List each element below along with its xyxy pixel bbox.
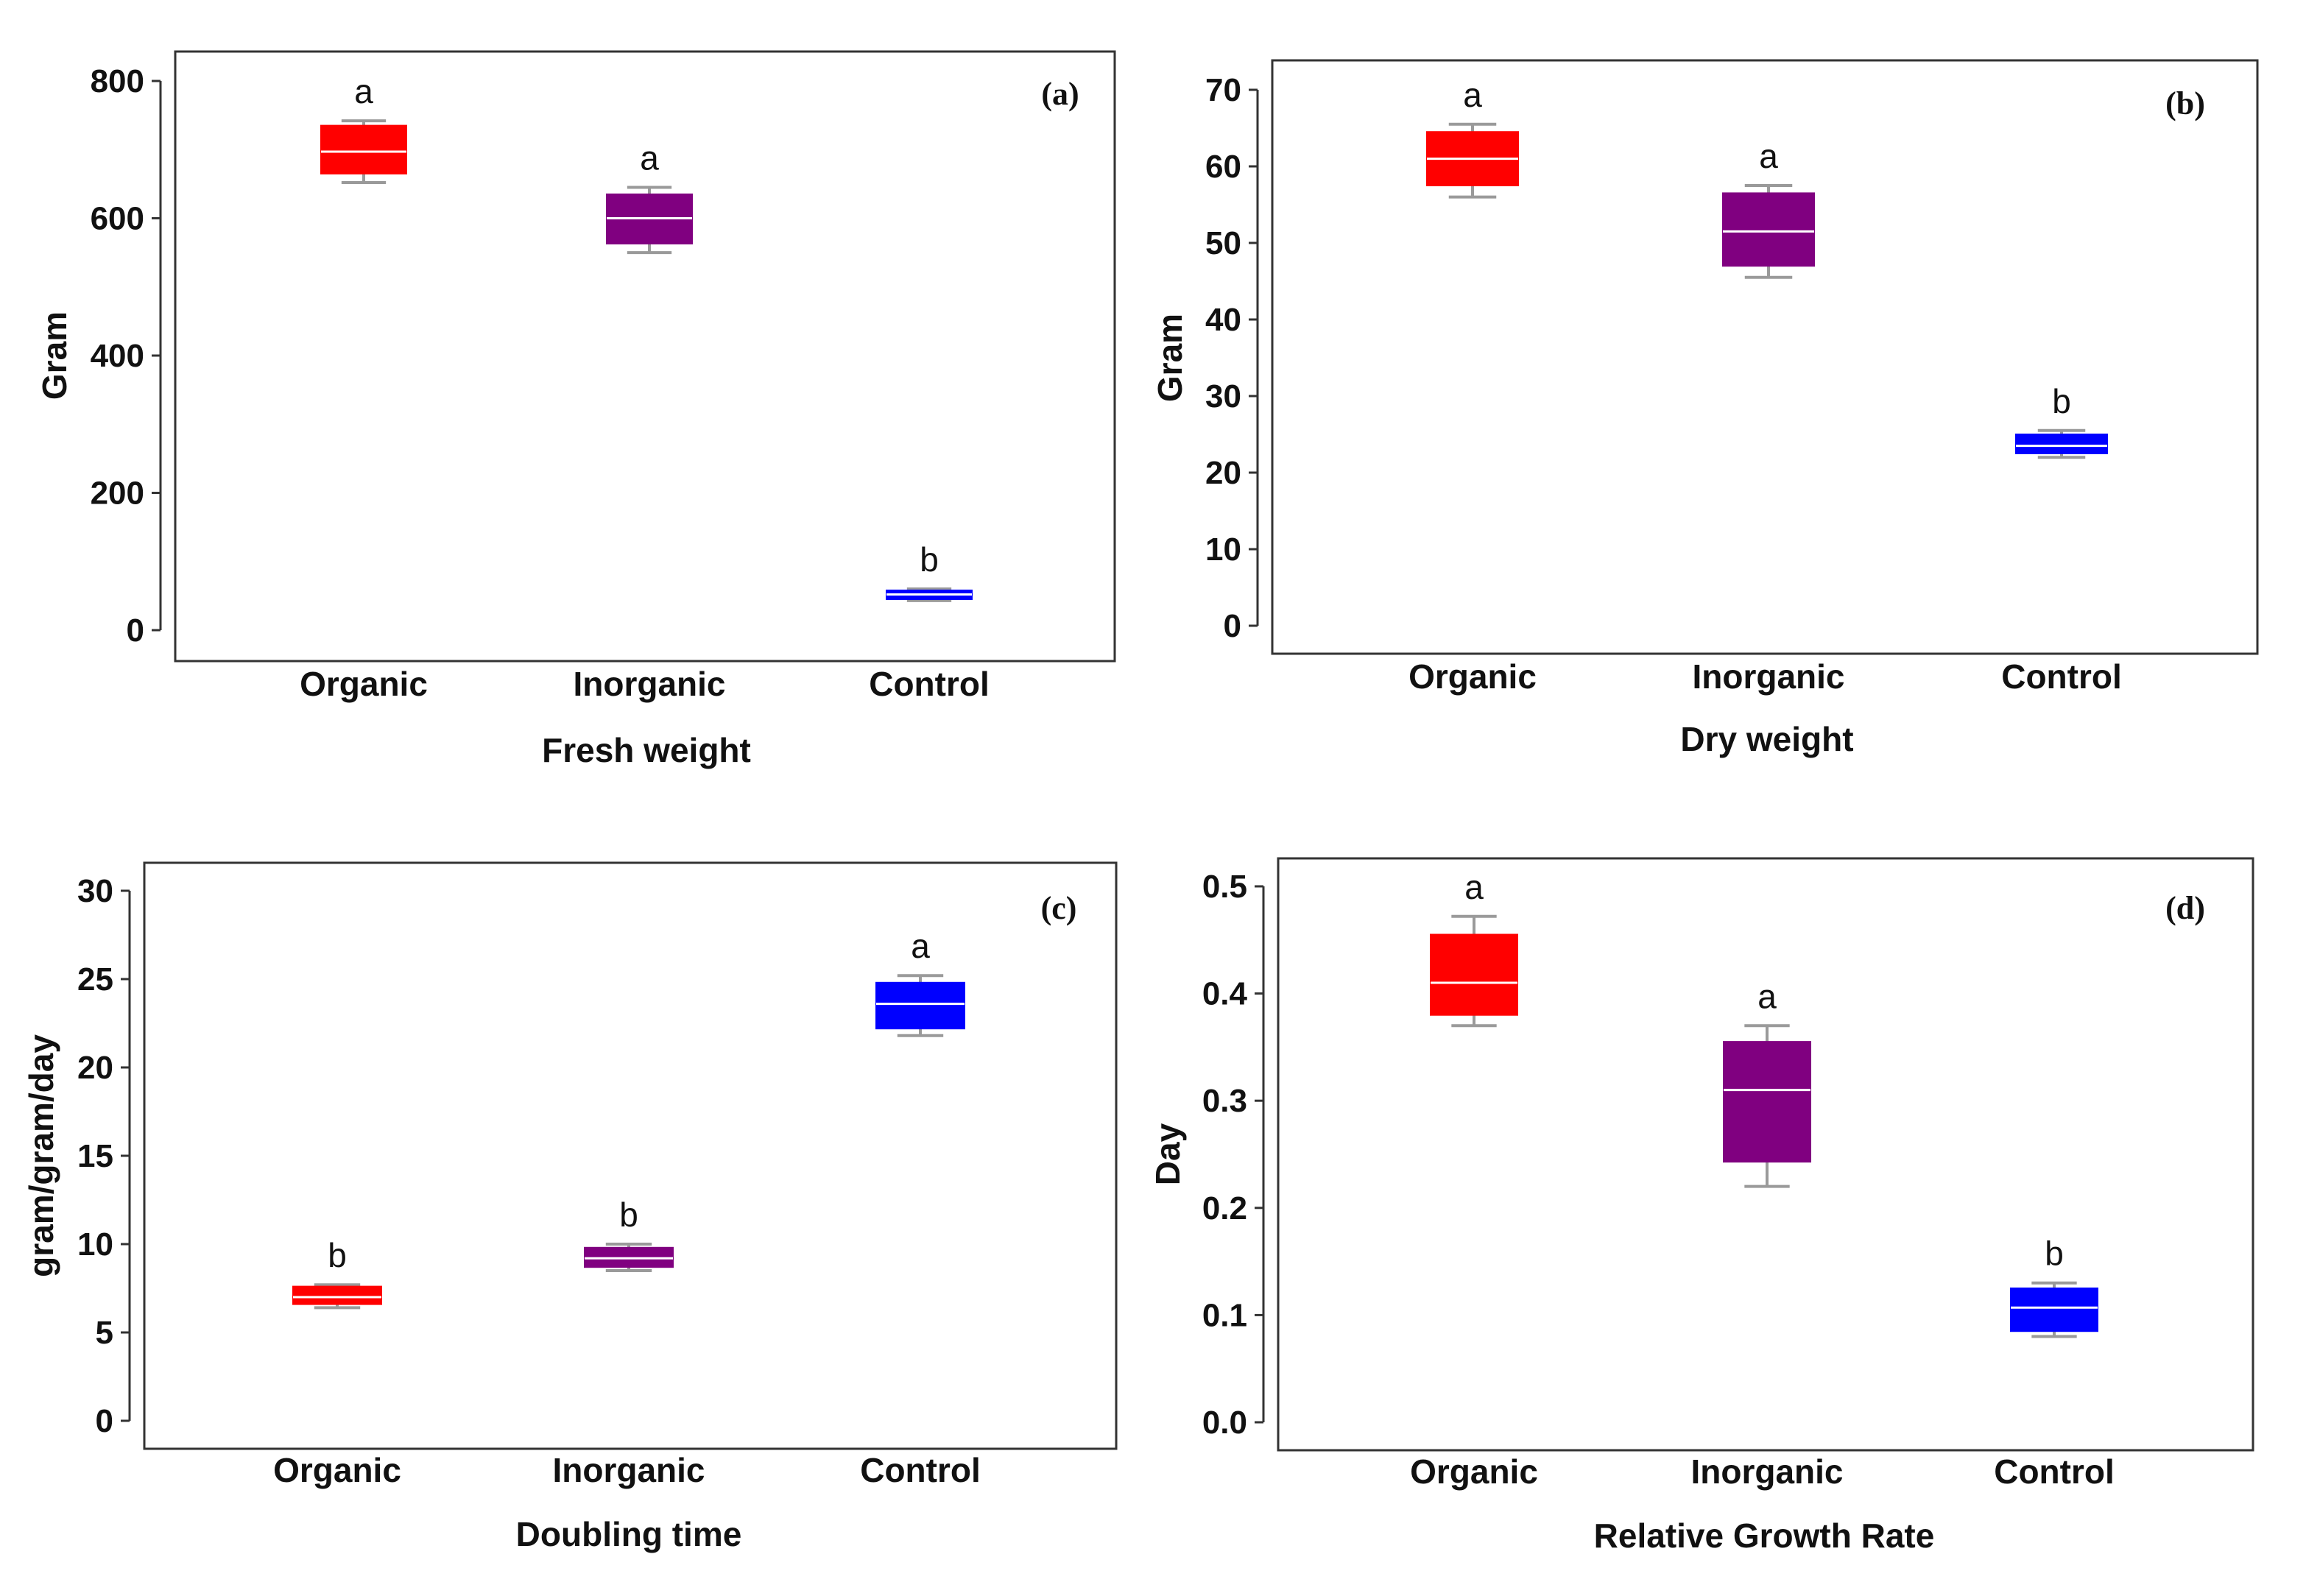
y-tick-label: 0 — [1224, 608, 1241, 644]
x-category-label: Inorganic — [1692, 657, 1844, 696]
box-organic: a — [320, 72, 407, 185]
significance-letter: b — [2045, 1235, 2064, 1273]
y-tick-label: 5 — [96, 1315, 113, 1351]
box-organic: a — [1426, 76, 1519, 199]
x-category-label: Control — [860, 1451, 981, 1489]
x-category-label: Control — [869, 665, 990, 703]
panel-label: (a) — [1041, 76, 1079, 112]
y-tick-label: 0.1 — [1202, 1297, 1247, 1333]
y-axis-title: Day — [1149, 1123, 1187, 1185]
x-category-label: Organic — [273, 1451, 401, 1489]
significance-letter: a — [1759, 137, 1778, 175]
y-tick-label: 800 — [91, 63, 144, 99]
y-tick-label: 70 — [1205, 72, 1241, 108]
x-category-label: Organic — [1410, 1452, 1538, 1491]
significance-letter: a — [640, 139, 659, 177]
plot-frame — [1271, 59, 2259, 655]
iqr-box — [2010, 1288, 2098, 1332]
y-tick-label: 400 — [91, 338, 144, 374]
x-category-label: Organic — [300, 665, 428, 703]
x-axis-title: Fresh weight — [542, 731, 751, 769]
panel-label: (c) — [1041, 890, 1077, 926]
y-tick-label: 0 — [96, 1403, 113, 1439]
y-tick-label: 50 — [1205, 225, 1241, 261]
y-tick-label: 0.3 — [1202, 1083, 1247, 1119]
chart-panel-c: 0 5 10 15 20 25 30 b Organic b Inorganic a Control Do… — [22, 861, 1118, 1553]
iqr-box — [320, 124, 407, 174]
significance-letter: a — [1463, 76, 1482, 114]
y-tick-label: 0.5 — [1202, 869, 1247, 905]
x-category-label: Inorganic — [552, 1451, 705, 1489]
box-organic: a — [1430, 868, 1518, 1028]
y-tick-label: 20 — [77, 1050, 113, 1086]
y-tick-label: 30 — [77, 873, 113, 909]
y-tick-label: 10 — [77, 1226, 113, 1263]
significance-letter: b — [920, 540, 939, 579]
significance-letter: a — [1757, 977, 1777, 1015]
panel-label: (b) — [2165, 85, 2205, 121]
y-tick-label: 0.0 — [1202, 1405, 1247, 1441]
y-tick-label: 0 — [127, 612, 144, 649]
x-category-label: Organic — [1408, 657, 1537, 696]
y-tick-label: 10 — [1205, 532, 1241, 568]
y-tick-label: 30 — [1205, 378, 1241, 414]
y-tick-label: 600 — [91, 201, 144, 237]
box-control: b — [2010, 1235, 2098, 1338]
x-category-label: Inorganic — [1690, 1452, 1843, 1491]
iqr-box — [292, 1285, 382, 1305]
chart-panel-b: 0 10 20 30 40 50 60 70 a Organic a Inorganic b Contro… — [1151, 59, 2259, 758]
y-tick-label: 200 — [91, 476, 144, 512]
plot-frame — [143, 861, 1118, 1450]
iqr-box — [1722, 192, 1815, 267]
chart-panel-a: 0 200 400 600 800 a Organic a Inorganic b Control F… — [35, 50, 1116, 769]
x-category-label: Inorganic — [573, 665, 725, 703]
iqr-box — [1430, 933, 1518, 1016]
x-axis-title: Doubling time — [516, 1515, 742, 1553]
box-control: b — [886, 540, 973, 602]
panel-label: (d) — [2165, 890, 2205, 926]
y-tick-label: 40 — [1205, 302, 1241, 338]
box-inorganic: b — [584, 1196, 674, 1272]
y-tick-label: 25 — [77, 961, 113, 998]
iqr-box — [2015, 434, 2108, 454]
chart-panel-d: 0.0 0.1 0.2 0.3 0.4 0.5 a Organic a Inorganic b Con… — [1149, 857, 2254, 1555]
significance-letter: b — [328, 1236, 347, 1274]
y-tick-label: 15 — [77, 1138, 113, 1174]
x-category-label: Control — [1994, 1452, 2115, 1491]
y-axis-title: Gram — [35, 311, 74, 400]
x-axis-title: Relative Growth Rate — [1594, 1516, 1935, 1555]
significance-letter: a — [911, 927, 930, 965]
box-inorganic: a — [1723, 977, 1811, 1188]
box-control: b — [2015, 382, 2108, 459]
box-control: a — [875, 927, 965, 1037]
plot-frame — [1277, 857, 2254, 1452]
y-axis-title: gram/gram/day — [22, 1034, 60, 1277]
y-axis-title: Gram — [1151, 314, 1189, 402]
box-organic: b — [292, 1236, 382, 1310]
significance-letter: b — [619, 1196, 638, 1234]
iqr-box — [875, 981, 965, 1030]
x-axis-title: Dry weight — [1680, 720, 1853, 758]
significance-letter: b — [2052, 382, 2071, 420]
y-tick-label: 20 — [1205, 455, 1241, 491]
plot-frame — [174, 50, 1116, 663]
iqr-box — [1723, 1041, 1811, 1163]
x-category-label: Control — [2001, 657, 2122, 696]
box-inorganic: a — [1722, 137, 1815, 279]
box-inorganic: a — [606, 139, 693, 255]
y-tick-label: 0.4 — [1202, 976, 1248, 1012]
significance-letter: a — [1464, 868, 1484, 906]
y-tick-label: 60 — [1205, 149, 1241, 185]
significance-letter: a — [354, 72, 373, 110]
y-tick-label: 0.2 — [1202, 1190, 1247, 1226]
